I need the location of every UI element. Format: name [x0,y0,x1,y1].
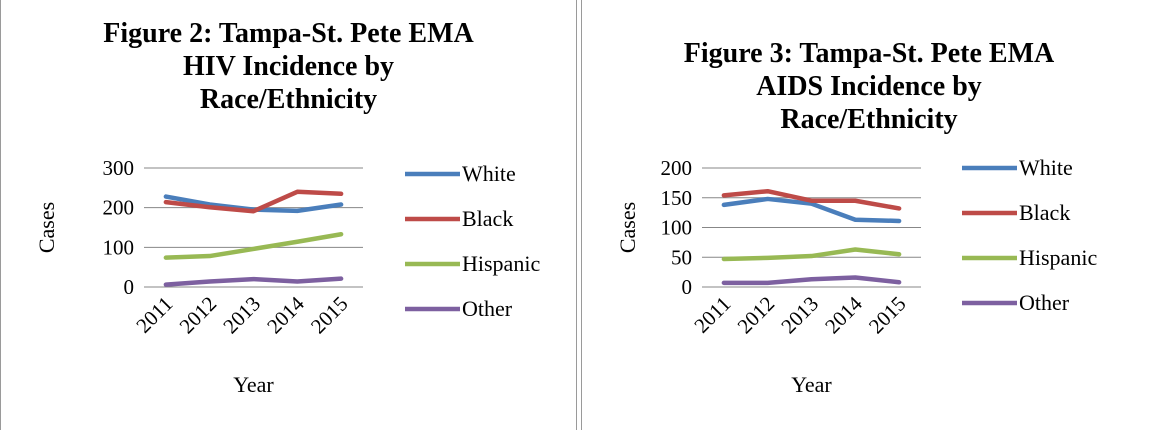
x-axis-label: Year [791,372,832,397]
figure-3-panel: Figure 3: Tampa-St. Pete EMA AIDS Incide… [582,0,1156,430]
title-line: Race/Ethnicity [199,84,378,115]
figure-2-panel: Figure 2: Tampa-St. Pete EMA HIV Inciden… [0,0,576,430]
title-line: HIV Incidence by [182,51,395,82]
legend-label: Black [1019,200,1070,225]
y-tick-label: 200 [661,156,693,180]
title-line: Figure 2: Tampa-St. Pete EMA [103,18,474,49]
y-tick-label: 0 [682,275,693,299]
x-tick-label: 2011 [689,292,735,338]
series-line-other [163,276,344,287]
series-line-hispanic [163,231,344,260]
series-line-black [163,189,344,214]
chart-title: Figure 3: Tampa-St. Pete EMA AIDS Incide… [582,37,1156,136]
legend-label: White [1019,155,1073,180]
x-axis-label: Year [233,372,274,397]
x-tick-label: 2013 [776,292,823,339]
series-line-hispanic [721,247,902,262]
legend-label: Hispanic [462,251,540,276]
y-tick-label: 200 [103,196,135,220]
y-axis-label: Cases [615,202,640,253]
x-tick-label: 2014 [820,291,867,338]
y-tick-label: 50 [671,245,692,269]
legend-label: White [462,161,516,186]
y-tick-label: 300 [103,156,135,180]
y-axis-label: Cases [34,202,59,253]
series-line-black [721,188,902,211]
y-tick-label: 150 [661,186,693,210]
title-line: AIDS Incidence by [756,71,982,102]
legend-label: Other [1019,290,1070,315]
legend-label: Black [462,206,513,231]
y-tick-label: 100 [103,235,135,259]
panel-divider [576,0,582,430]
series-line-white [721,196,902,224]
legend-label: Hispanic [1019,245,1097,270]
y-tick-label: 0 [124,275,135,299]
x-tick-label: 2015 [864,292,911,339]
legend-label: Other [462,296,513,321]
series-line-other [721,275,902,286]
x-tick-label: 2012 [175,292,222,339]
x-tick-label: 2015 [306,292,353,339]
x-tick-label: 2014 [262,291,309,338]
x-tick-label: 2013 [218,292,265,339]
y-tick-label: 100 [661,216,693,240]
chart-title: Figure 2: Tampa-St. Pete EMA HIV Inciden… [1,17,576,116]
x-tick-label: 2012 [733,292,780,339]
title-line: Figure 3: Tampa-St. Pete EMA [683,38,1055,69]
x-tick-label: 2011 [131,292,177,338]
title-line: Race/Ethnicity [780,104,958,135]
